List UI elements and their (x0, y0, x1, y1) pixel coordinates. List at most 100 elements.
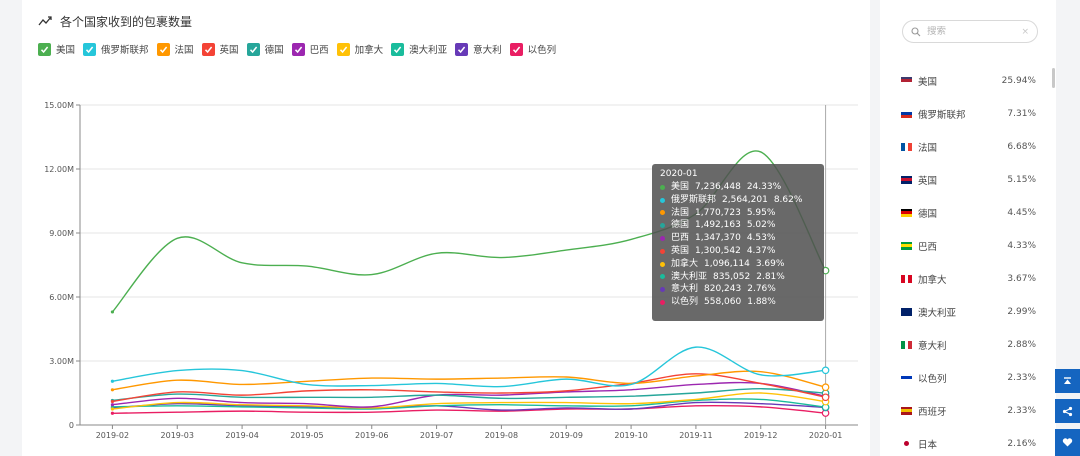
ranking-percent: 25.94% (1001, 75, 1036, 86)
flag-icon (901, 274, 912, 283)
tooltip-row: 加拿大 1,096,114 3.69% (660, 258, 816, 271)
tooltip-pct: 1.88% (747, 297, 776, 308)
checkbox-icon[interactable] (291, 42, 305, 56)
legend-label: 法国 (174, 45, 194, 56)
x-tick-label: 2020-01 (809, 431, 842, 440)
tooltip-pct: 5.02% (746, 220, 776, 231)
tooltip-name: 加拿大 (671, 258, 699, 269)
ranking-item[interactable]: 美国 25.94% (880, 64, 1056, 97)
legend-item[interactable]: 意大利 (455, 42, 502, 56)
tooltip-value: 835,052 (713, 271, 751, 282)
tooltip-row: 意大利 820,243 2.76% (660, 283, 816, 296)
tooltip-name: 法国 (671, 207, 690, 218)
series-line (112, 398, 826, 410)
y-tick-label: 12.00M (44, 165, 74, 174)
tooltip-value: 1,492,163 (695, 220, 741, 231)
ranking-country: 美国 (918, 76, 938, 88)
checkbox-icon[interactable] (38, 42, 51, 56)
back-to-top-button[interactable] (1055, 369, 1080, 393)
series-dot-icon (660, 223, 665, 229)
checkbox-icon[interactable] (246, 42, 260, 56)
share-icon (1062, 406, 1073, 416)
chart-legend: 美国 俄罗斯联邦 法国 英国 德国 巴西 加拿大 澳大利亚 意大利 以色列 (38, 42, 564, 56)
series-line (112, 373, 826, 403)
tooltip-name: 巴西 (671, 233, 690, 244)
scrollbar-thumb[interactable] (1052, 68, 1055, 88)
legend-item[interactable]: 德国 (246, 42, 284, 56)
flag-icon (901, 439, 912, 448)
ranking-item[interactable]: 澳大利亚 2.99% (880, 295, 1056, 328)
tooltip-value: 1,300,542 (695, 245, 741, 256)
favorite-button[interactable] (1055, 429, 1080, 456)
tooltip-name: 意大利 (671, 284, 699, 295)
tooltip-row: 巴西 1,347,370 4.53% (660, 232, 816, 245)
series-dot-icon (660, 210, 665, 216)
tooltip-pct: 5.95% (746, 207, 776, 218)
legend-item[interactable]: 美国 (38, 42, 75, 56)
legend-label: 加拿大 (354, 45, 384, 56)
flag-icon (901, 241, 912, 250)
tooltip-row: 俄罗斯联邦 2,564,201 8.62% (660, 194, 816, 207)
legend-item[interactable]: 俄罗斯联邦 (83, 42, 149, 56)
ranking-item[interactable]: 法国 6.68% (880, 130, 1056, 163)
ranking-percent: 2.33% (1007, 372, 1036, 383)
ranking-item[interactable]: 加拿大 3.67% (880, 262, 1056, 295)
heart-icon (1062, 438, 1073, 447)
tooltip-name: 德国 (671, 220, 690, 231)
tooltip-row: 英国 1,300,542 4.37% (660, 245, 816, 258)
x-tick-label: 2019-03 (161, 431, 194, 440)
chart-panel: 各个国家收到的包裹数量 美国 俄罗斯联邦 法国 英国 德国 巴西 加拿大 澳大利亚 意大利 以色列… (22, 0, 870, 456)
checkbox-icon[interactable] (201, 42, 215, 56)
x-tick-label: 2019-10 (614, 431, 647, 440)
search-box[interactable]: × (902, 20, 1038, 43)
legend-item[interactable]: 加拿大 (336, 42, 384, 56)
x-tick-label: 2019-11 (679, 431, 712, 440)
ranking-country: 日本 (918, 439, 938, 451)
ranking-item[interactable]: 意大利 2.88% (880, 328, 1056, 361)
flag-icon (901, 307, 912, 316)
checkbox-icon[interactable] (455, 42, 469, 56)
ranking-item[interactable]: 以色列 2.33% (880, 361, 1056, 394)
legend-label: 德国 (264, 45, 284, 56)
tooltip-row: 德国 1,492,163 5.02% (660, 219, 816, 232)
series-line (112, 381, 826, 408)
ranking-item[interactable]: 德国 4.45% (880, 196, 1056, 229)
series-dot-icon (660, 261, 665, 267)
clear-icon[interactable]: × (1021, 26, 1029, 37)
checkbox-icon[interactable] (83, 42, 97, 56)
checkbox-icon[interactable] (336, 42, 350, 56)
ranking-country: 加拿大 (918, 274, 947, 286)
share-button[interactable] (1055, 399, 1080, 423)
series-dot-icon (660, 248, 665, 254)
data-point (110, 379, 115, 383)
ranking-item[interactable]: 俄罗斯联邦 7.31% (880, 97, 1056, 130)
ranking-country: 德国 (918, 208, 938, 220)
tooltip-row: 美国 7,236,448 24.33% (660, 181, 816, 194)
chart-title: 各个国家收到的包裹数量 (60, 14, 193, 29)
panel-divider (870, 0, 880, 456)
checkbox-icon[interactable] (156, 42, 170, 56)
tooltip-pct: 24.33% (746, 182, 782, 192)
series-dot-icon (660, 236, 665, 242)
ranking-item[interactable]: 日本 2.16% (880, 427, 1056, 456)
search-input[interactable] (927, 26, 1017, 37)
tooltip-value: 558,060 (704, 297, 742, 308)
series-line (112, 346, 826, 388)
flag-icon (901, 109, 912, 118)
checkbox-icon[interactable] (509, 42, 523, 56)
tooltip-name: 以色列 (671, 297, 699, 308)
legend-label: 英国 (219, 45, 239, 56)
ranking-item[interactable]: 巴西 4.33% (880, 229, 1056, 262)
legend-item[interactable]: 法国 (156, 42, 194, 56)
ranking-item[interactable]: 英国 5.15% (880, 163, 1056, 196)
legend-item[interactable]: 以色列 (509, 42, 556, 56)
legend-item[interactable]: 英国 (201, 42, 239, 56)
series-line (112, 370, 826, 391)
tooltip-pct: 2.76% (747, 284, 776, 295)
ranking-item[interactable]: 西班牙 2.33% (880, 394, 1056, 427)
ranking-country: 意大利 (918, 340, 947, 352)
legend-item[interactable]: 巴西 (291, 42, 329, 56)
legend-item[interactable]: 澳大利亚 (391, 42, 447, 56)
ranking-country: 西班牙 (918, 406, 947, 418)
checkbox-icon[interactable] (391, 42, 405, 56)
